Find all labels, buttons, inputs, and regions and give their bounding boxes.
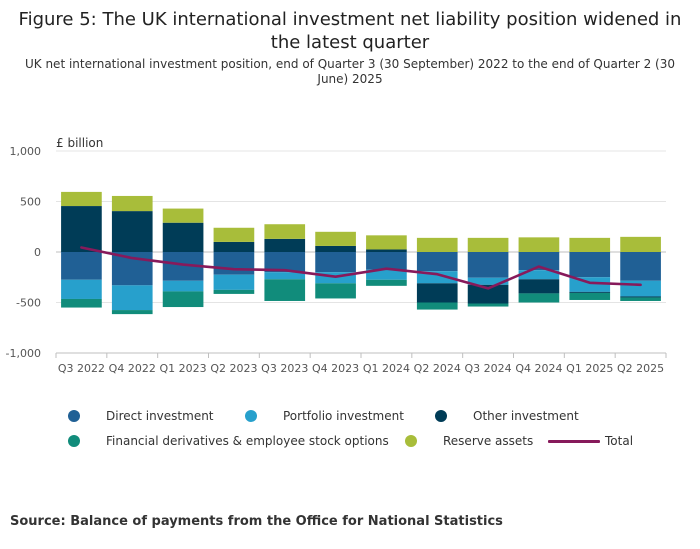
bar-direct-investment xyxy=(366,252,407,270)
x-tick-label: Q2 2025 xyxy=(617,362,664,375)
bar-portfolio-investment xyxy=(264,272,306,280)
bar-direct-investment xyxy=(416,252,458,272)
legend-item-financial-derivatives: Financial derivatives & employee stock o… xyxy=(68,434,389,448)
bar-reserve-assets xyxy=(264,224,306,239)
y-tick-label: -500 xyxy=(16,297,41,310)
bar-reserve-assets xyxy=(162,208,204,223)
bar-other-investment xyxy=(264,238,306,252)
bar-financial-derivatives-employee-stock-options xyxy=(213,289,255,294)
legend-marker-other-investment xyxy=(435,410,447,422)
x-tick-label: Q3 2024 xyxy=(465,362,512,375)
legend-item-other-investment: Other investment xyxy=(435,409,579,423)
x-tick-label: Q1 2023 xyxy=(160,362,207,375)
bar-portfolio-investment xyxy=(111,285,153,311)
bar-financial-derivatives-employee-stock-options xyxy=(569,292,611,300)
bar-other-investment xyxy=(518,279,560,294)
legend-item-direct-investment: Direct investment xyxy=(68,409,214,423)
bar-financial-derivatives-employee-stock-options xyxy=(315,283,356,299)
bar-financial-derivatives-employee-stock-options xyxy=(416,302,458,310)
x-tick-label: Q2 2024 xyxy=(414,362,461,375)
bar-direct-investment xyxy=(264,252,306,273)
x-tick-label: Q3 2022 xyxy=(58,362,105,375)
x-tick-label: Q2 2023 xyxy=(210,362,257,375)
bar-direct-investment xyxy=(315,252,356,273)
bar-reserve-assets xyxy=(61,191,102,207)
bar-financial-derivatives-employee-stock-options xyxy=(162,291,204,308)
legend-item-portfolio-investment: Portfolio investment xyxy=(245,409,404,423)
x-tick-label: Q4 2023 xyxy=(312,362,359,375)
legend-marker-portfolio-investment xyxy=(245,410,257,422)
bar-other-investment xyxy=(416,283,458,303)
bar-other-investment xyxy=(162,222,204,252)
bar-other-investment xyxy=(111,211,153,252)
bar-reserve-assets xyxy=(620,236,661,252)
chart-title: Figure 5: The UK international investmen… xyxy=(18,9,682,53)
x-tick-label: Q1 2025 xyxy=(566,362,613,375)
bar-other-investment xyxy=(315,245,356,252)
bar-financial-derivatives-employee-stock-options xyxy=(467,303,509,307)
bar-portfolio-investment xyxy=(518,270,560,280)
legend-label: Reserve assets xyxy=(443,434,534,448)
bar-other-investment xyxy=(620,296,661,298)
legend-item-total: Total xyxy=(548,434,633,448)
y-tick-label: -1,000 xyxy=(6,347,41,360)
bar-reserve-assets xyxy=(467,237,509,252)
bar-direct-investment xyxy=(61,252,102,280)
x-tick-label: Q4 2022 xyxy=(109,362,156,375)
bar-reserve-assets xyxy=(315,231,356,246)
bar-financial-derivatives-employee-stock-options xyxy=(366,279,407,286)
bar-financial-derivatives-employee-stock-options xyxy=(620,297,661,301)
legend-label: Portfolio investment xyxy=(283,409,404,423)
bar-financial-derivatives-employee-stock-options xyxy=(264,279,306,301)
bar-portfolio-investment xyxy=(61,279,102,299)
bar-portfolio-investment xyxy=(162,280,204,292)
bar-other-investment xyxy=(467,284,509,304)
bar-portfolio-investment xyxy=(467,277,509,285)
legend-label: Total xyxy=(605,434,634,448)
y-tick-label: 0 xyxy=(34,246,41,259)
bar-other-investment xyxy=(366,249,407,252)
bar-direct-investment xyxy=(467,252,509,278)
legend-label: Direct investment xyxy=(106,409,214,423)
y-tick-label: 1,000 xyxy=(10,145,42,158)
legend-label: Financial derivatives & employee stock o… xyxy=(106,434,389,448)
legend-item-reserve-assets: Reserve assets xyxy=(405,434,533,448)
x-tick-label: Q4 2024 xyxy=(515,362,562,375)
x-tick-label: Q3 2023 xyxy=(261,362,308,375)
bar-direct-investment xyxy=(518,252,560,271)
bar-reserve-assets xyxy=(416,237,458,252)
source-note: Source: Balance of payments from the Off… xyxy=(10,514,503,529)
bar-direct-investment xyxy=(213,252,255,275)
legend-label: Other investment xyxy=(473,409,579,423)
legend-marker-total xyxy=(548,439,600,443)
bar-financial-derivatives-employee-stock-options xyxy=(518,293,560,303)
bar-direct-investment xyxy=(569,252,611,278)
bar-reserve-assets xyxy=(569,237,611,252)
bar-reserve-assets xyxy=(366,235,407,250)
bar-other-investment xyxy=(569,291,611,293)
bar-financial-derivatives-employee-stock-options xyxy=(61,298,102,308)
bar-other-investment xyxy=(213,241,255,252)
chart-subtitle: UK net international investment position… xyxy=(24,57,676,86)
bar-reserve-assets xyxy=(111,195,153,212)
y-tick-label: 500 xyxy=(20,196,41,209)
legend-marker-financial-derivatives xyxy=(68,435,80,447)
x-tick-label: Q1 2024 xyxy=(363,362,410,375)
bar-financial-derivatives-employee-stock-options xyxy=(111,310,153,315)
legend-marker-direct-investment xyxy=(68,410,80,422)
total-line xyxy=(80,246,642,290)
bar-portfolio-investment xyxy=(366,269,407,280)
bar-reserve-assets xyxy=(213,227,255,242)
bar-portfolio-investment xyxy=(213,274,255,290)
bar-reserve-assets xyxy=(518,237,560,252)
bar-direct-investment xyxy=(620,252,661,281)
y-axis-label: £ billion xyxy=(56,136,103,150)
bar-other-investment xyxy=(61,206,102,252)
legend-marker-reserve-assets xyxy=(405,435,417,447)
